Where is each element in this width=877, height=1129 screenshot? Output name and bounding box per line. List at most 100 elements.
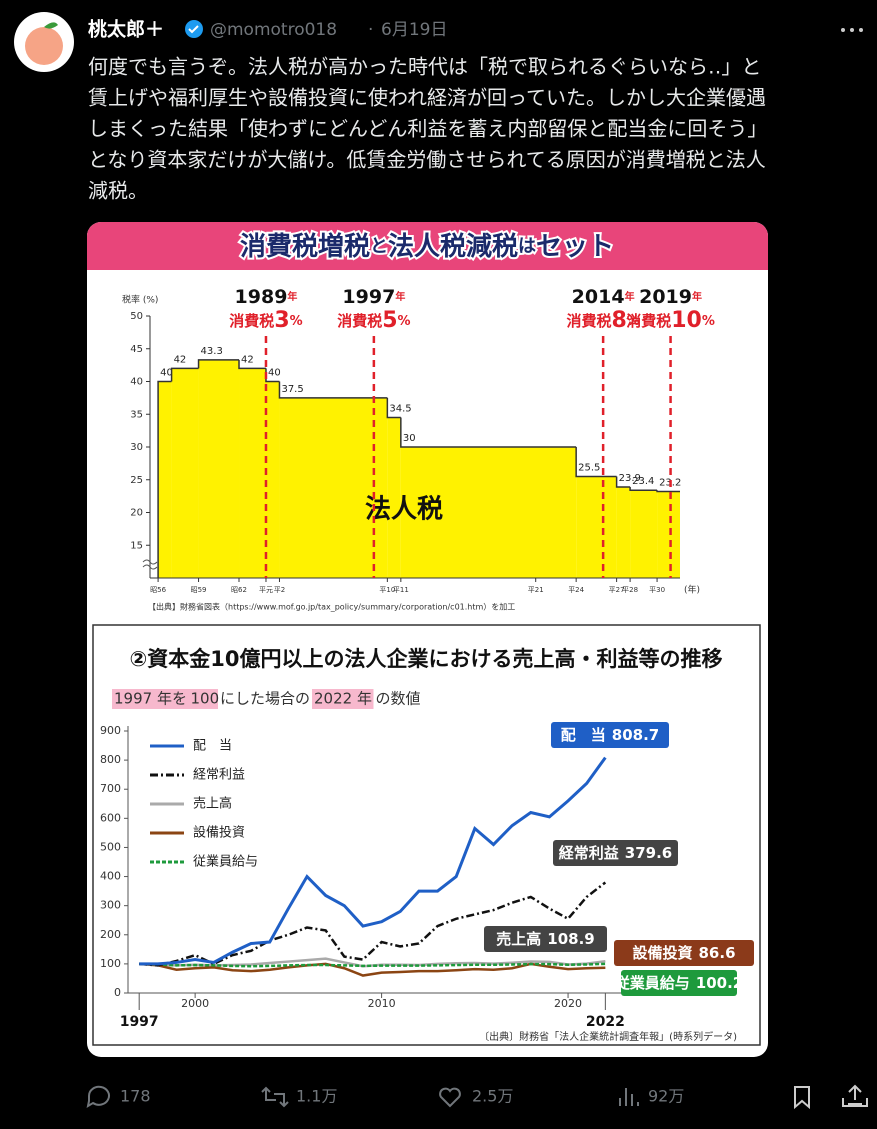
event-rate: 消費税8%	[566, 308, 639, 333]
step-area	[265, 381, 280, 578]
y-tick-label: 15	[130, 540, 143, 551]
tax-label: 消費税	[337, 312, 382, 330]
action-count: 2.5万	[472, 1087, 513, 1106]
y-tick-label: 100	[100, 957, 121, 970]
event-rate: 消費税3%	[229, 308, 302, 333]
step-area	[616, 486, 631, 578]
rate-unit: %	[702, 314, 715, 329]
event-year: 1989年	[235, 286, 298, 308]
action-count: 1.1万	[296, 1087, 337, 1106]
y-tick-label: 800	[100, 753, 121, 766]
title-part: と	[370, 236, 388, 257]
year: 2019	[639, 286, 692, 308]
rate-unit: %	[627, 314, 640, 329]
x-tick-label: 平10	[379, 586, 395, 594]
step-line	[656, 490, 680, 493]
tweet-text: 何度でも言うぞ。法人税が高かった時代は「税で取られるぐらいなら‥」と賃上げや福利…	[88, 55, 767, 203]
value-label: 37.5	[281, 384, 303, 395]
tax-label: 消費税	[229, 312, 274, 330]
y-tick-label: 30	[130, 442, 143, 453]
x-unit-label: (年)	[684, 584, 700, 596]
rate: 5	[382, 308, 397, 333]
value-label: 34.5	[389, 404, 411, 415]
subtitle-part: の数値	[376, 690, 421, 708]
axis-break	[142, 559, 158, 570]
callout-name: 設備投資	[632, 944, 692, 962]
callout-value: 379.6	[625, 844, 672, 862]
avatar[interactable]	[14, 12, 74, 72]
more-menu[interactable]	[841, 28, 863, 32]
step-area	[387, 417, 401, 578]
value-label: 40	[268, 368, 281, 379]
image-bg	[87, 222, 768, 1057]
legend-label: 設備投資	[193, 825, 245, 841]
step-area	[630, 490, 658, 578]
user-name[interactable]: 桃太郎＋	[88, 18, 164, 41]
step-area	[158, 381, 172, 578]
action-count: 92万	[648, 1087, 684, 1106]
title-part: 法人税減税	[388, 232, 518, 262]
year-unit: 年	[395, 290, 405, 303]
event-year: 2014年	[572, 286, 635, 308]
series-line	[139, 962, 606, 977]
step-line	[400, 417, 577, 448]
subtitle-part: にした場合の	[220, 690, 310, 708]
year: 2014	[572, 286, 625, 308]
x-tick-label: 平元	[259, 586, 273, 594]
step-area	[400, 447, 577, 578]
repost-icon[interactable]	[261, 1086, 289, 1108]
step-line	[170, 367, 199, 382]
date[interactable]: 6月19日	[381, 20, 447, 40]
y-tick-label: 700	[100, 782, 121, 795]
value-label: 42	[241, 354, 254, 365]
value-label: 42	[174, 354, 187, 365]
x-tick-label: 平11	[393, 586, 409, 594]
y-tick-label: 35	[130, 409, 143, 420]
separator: ·	[368, 20, 373, 40]
y-tick-label: 20	[130, 508, 143, 519]
action-count: 178	[120, 1087, 151, 1106]
callout: 設備投資 86.6	[632, 944, 735, 962]
callout-name: 売上高	[496, 930, 541, 948]
step-line	[615, 476, 631, 488]
y-tick-label: 400	[100, 870, 121, 883]
x-tick-label: 平27	[609, 586, 625, 594]
x-tick-label: 平2	[274, 586, 285, 594]
x-end-label: 1997	[120, 1014, 159, 1030]
bookmark-icon[interactable]	[794, 1086, 810, 1110]
legend-label: 売上高	[193, 796, 232, 812]
event-year: 1997年	[342, 286, 405, 308]
title-part: 消費税増税	[240, 232, 370, 262]
rate: 8	[611, 308, 626, 333]
year-unit: 年	[692, 290, 702, 303]
y-tick-label: 25	[130, 475, 143, 486]
value-label: 25.5	[578, 462, 600, 473]
title-part: セット	[536, 232, 614, 262]
y-tick-label: 500	[100, 840, 121, 853]
like-icon[interactable]	[439, 1087, 461, 1108]
highlight	[188, 689, 218, 709]
reply-icon[interactable]	[86, 1085, 110, 1109]
title-part: は	[518, 236, 536, 257]
x-tick-label: 平24	[568, 586, 584, 594]
chart2-frame	[92, 624, 761, 1046]
share-icon[interactable]	[842, 1084, 868, 1107]
callout-name: 従業員給与	[614, 974, 690, 992]
callout: 従業員給与 100.2	[614, 974, 743, 992]
x-tick-label: 平21	[528, 586, 544, 594]
step-line	[157, 380, 172, 578]
callout-box	[621, 970, 737, 996]
callout-name: 配 当	[561, 726, 606, 744]
value-label: 23.9	[619, 473, 641, 484]
step-line	[629, 486, 658, 491]
subtitle-part: 1997 年を	[114, 690, 187, 708]
y-tick-label: 900	[100, 724, 121, 737]
legend-label: 配 当	[193, 739, 232, 754]
step-line	[238, 359, 266, 370]
views-icon[interactable]	[619, 1088, 639, 1106]
y-tick-label: 600	[100, 811, 121, 824]
step-area	[279, 397, 388, 578]
handle[interactable]: @momotro018	[210, 20, 337, 40]
